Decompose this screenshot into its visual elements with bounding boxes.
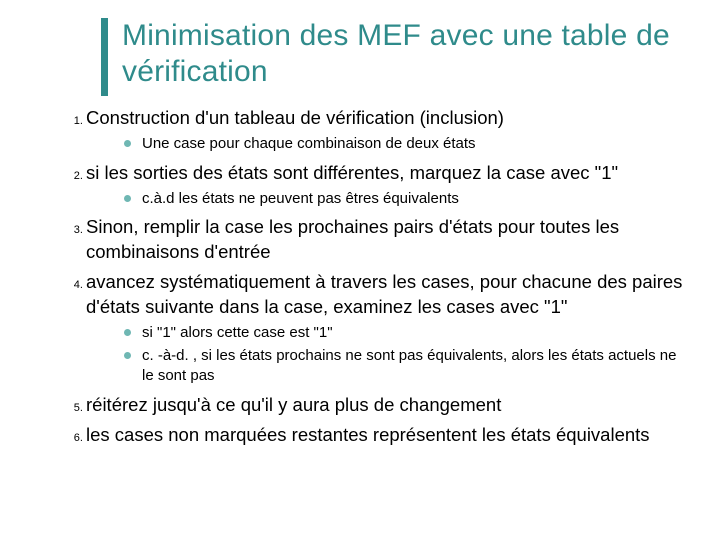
step-5-text: réitérez jusqu'à ce qu'il y aura plus de…: [86, 394, 501, 415]
step-1-sub-1: Une case pour chaque combinaison de deux…: [124, 134, 692, 154]
step-2-text: si les sorties des états sont différente…: [86, 162, 618, 183]
step-3: Sinon, remplir la case les prochaines pa…: [86, 215, 692, 264]
step-6: les cases non marquées restantes représe…: [86, 423, 692, 447]
slide-title: Minimisation des MEF avec une table de v…: [122, 18, 692, 90]
step-5: réitérez jusqu'à ce qu'il y aura plus de…: [86, 393, 692, 417]
step-3-text: Sinon, remplir la case les prochaines pa…: [86, 216, 619, 261]
step-1-text: Construction d'un tableau de vérificatio…: [86, 107, 504, 128]
step-2: si les sorties des états sont différente…: [86, 161, 692, 210]
title-accent-bar: [101, 18, 108, 96]
step-2-sub-1: c.à.d les états ne peuvent pas êtres équ…: [124, 189, 692, 209]
step-4-text: avancez systématiquement à travers les c…: [86, 271, 682, 316]
step-4-sublist: si "1" alors cette case est "1" c. -à-d.…: [86, 323, 692, 387]
step-4: avancez systématiquement à travers les c…: [86, 270, 692, 387]
step-1-sublist: Une case pour chaque combinaison de deux…: [86, 134, 692, 154]
step-4-sub-2: c. -à-d. , si les états prochains ne son…: [124, 346, 692, 387]
title-row: Minimisation des MEF avec une table de v…: [28, 18, 692, 96]
step-2-sublist: c.à.d les états ne peuvent pas êtres équ…: [86, 189, 692, 209]
step-6-text: les cases non marquées restantes représe…: [86, 424, 650, 445]
slide: Minimisation des MEF avec une table de v…: [0, 0, 720, 540]
step-4-sub-1: si "1" alors cette case est "1": [124, 323, 692, 343]
steps-list: Construction d'un tableau de vérificatio…: [28, 106, 692, 448]
step-1: Construction d'un tableau de vérificatio…: [86, 106, 692, 155]
